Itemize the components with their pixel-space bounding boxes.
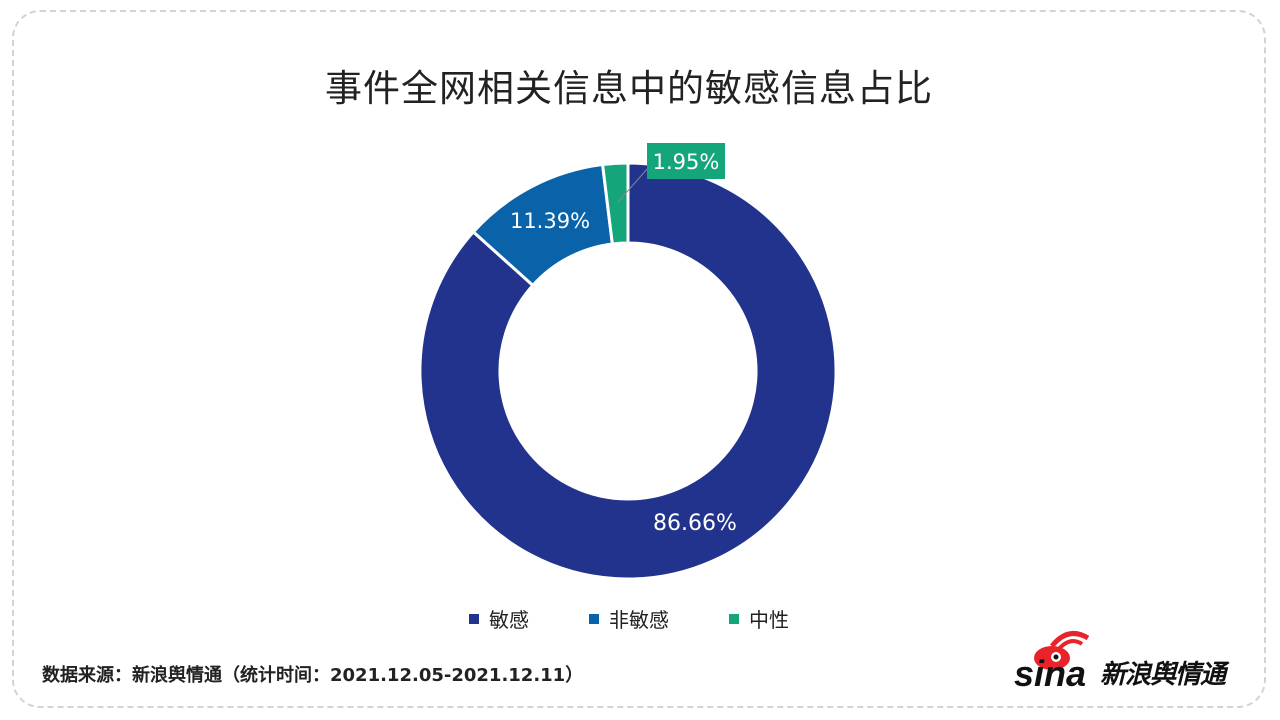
slice-label-2-box bbox=[647, 143, 725, 179]
sina-eye-logo-icon: sina bbox=[1014, 631, 1090, 694]
data-source-note: 数据来源：新浪舆情通（统计时间：2021.12.05-2021.12.11） bbox=[42, 665, 584, 686]
legend-swatch-0 bbox=[469, 613, 479, 624]
donut-slice-0 bbox=[418, 161, 838, 581]
legend-item-2: 中性 bbox=[729, 604, 789, 633]
slice-label-2-leader bbox=[617, 167, 649, 203]
slice-label-1: 11.39% bbox=[510, 209, 590, 233]
chart-legend: 敏感 非敏感 中性 bbox=[0, 604, 1258, 633]
logo-product-text: 新浪舆情通 bbox=[1100, 660, 1226, 690]
sina-logo: sina 新浪舆情通 bbox=[1012, 624, 1248, 694]
legend-label-2: 中性 bbox=[749, 608, 789, 632]
slice-label-2: 1.95% bbox=[653, 150, 720, 174]
logo-brand-text: sina bbox=[1014, 653, 1086, 690]
legend-label-0: 敏感 bbox=[489, 608, 529, 632]
chart-card bbox=[12, 10, 1266, 708]
legend-item-0: 敏感 bbox=[469, 604, 529, 633]
legend-item-1: 非敏感 bbox=[589, 604, 669, 633]
donut-slice-2 bbox=[600, 161, 630, 246]
slice-label-0: 86.66% bbox=[653, 511, 737, 536]
chart-title: 事件全网相关信息中的敏感信息占比 bbox=[325, 67, 933, 110]
legend-swatch-2 bbox=[729, 613, 739, 624]
legend-swatch-1 bbox=[589, 613, 599, 624]
legend-label-1: 非敏感 bbox=[609, 608, 669, 632]
